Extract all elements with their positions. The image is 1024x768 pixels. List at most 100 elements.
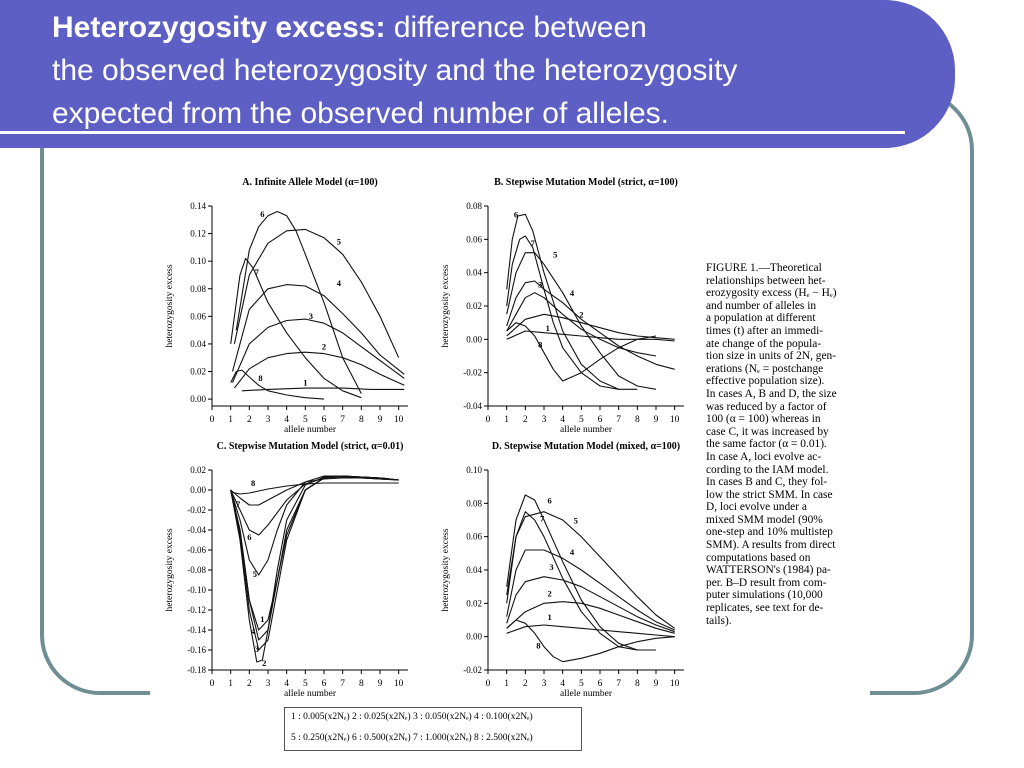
y-tick-label: 0.10 (466, 465, 482, 475)
series-label: 1 (260, 614, 264, 624)
chart-b: B. Stepwise Mutation Model (strict, α=10… (441, 177, 684, 432)
y-tick-label: -0.16 (187, 645, 206, 655)
title-line-3: expected from the observed number of all… (52, 97, 670, 130)
caption-line: In case A, loci evolve ac- (706, 450, 822, 463)
x-tick-label: 2 (523, 415, 528, 425)
y-axis-label: heterozygosity excess (441, 264, 451, 347)
caption-line: computations based on (706, 551, 811, 564)
series-label: 8 (538, 340, 542, 350)
caption-line: In cases B and C, they fol- (706, 476, 828, 489)
x-tick-label: 10 (670, 679, 680, 689)
chart-c: C. Stepwise Mutation Model (strict, α=0.… (165, 441, 408, 696)
x-tick-label: 4 (560, 679, 565, 689)
x-axis-label: allele number (284, 425, 337, 432)
y-tick-label: 0.06 (190, 311, 206, 321)
y-tick-label: 0.02 (466, 598, 482, 608)
x-tick-label: 3 (542, 415, 547, 425)
time-legend: 1 : 0.005(x2Nₑ) 2 : 0.025(x2Nₑ) 3 : 0.05… (284, 707, 582, 751)
series-label: 7 (255, 267, 260, 277)
x-tick-label: 6 (598, 679, 603, 689)
caption-line: and number of alleles in (706, 299, 817, 312)
series-label: 3 (549, 562, 553, 572)
series-label: 6 (514, 210, 518, 220)
y-tick-label: 0.00 (190, 394, 206, 404)
caption-line: was reduced by a factor of (706, 400, 827, 413)
x-tick-label: 10 (670, 415, 680, 425)
x-tick-label: 3 (266, 679, 271, 689)
x-tick-label: 10 (394, 679, 404, 689)
chart-title: A. Infinite Allele Model (α=100) (242, 177, 377, 188)
series-line-7 (506, 235, 619, 390)
y-tick-label: 0.04 (466, 268, 482, 278)
series-label: 5 (553, 250, 557, 260)
x-tick-label: 7 (340, 679, 345, 689)
y-tick-label: -0.04 (463, 401, 482, 411)
series-line-4 (506, 280, 675, 370)
y-tick-label: 0.06 (466, 532, 482, 542)
x-tick-label: 6 (322, 415, 327, 425)
chart-d: D. Stepwise Mutation Model (mixed, α=100… (441, 441, 684, 696)
caption-line: relationships between het- (706, 274, 826, 287)
y-axis-label: heterozygosity excess (441, 528, 451, 611)
y-tick-label: 0.04 (466, 565, 482, 575)
x-tick-label: 5 (579, 415, 584, 425)
y-axis-label: heterozygosity excess (165, 528, 175, 611)
series-line-7 (230, 477, 399, 506)
y-tick-label: -0.12 (187, 605, 206, 615)
caption-line: erations (Nₑ = postchange (706, 362, 824, 375)
chart-panel-a: A. Infinite Allele Model (α=100) 0.00 0.02… (160, 170, 420, 432)
x-tick-label: 8 (359, 415, 364, 425)
legend-row-2: 5 : 0.250(x2Nₑ) 6 : 0.500(x2Nₑ) 7 : 1.00… (291, 733, 533, 743)
x-tick-label: 0 (210, 679, 215, 689)
x-tick-label: 6 (598, 415, 603, 425)
series-line-4 (230, 475, 399, 631)
caption-line: the same factor (α = 0.01). (706, 438, 827, 451)
x-tick-label: 4 (560, 415, 565, 425)
series-line-7 (506, 511, 638, 651)
series-line-7 (230, 257, 362, 399)
x-tick-label: 9 (654, 415, 659, 425)
series-label: 2 (547, 589, 551, 599)
series-line-3 (231, 318, 405, 383)
caption-line: times (t) after an immedi- (706, 324, 824, 337)
series-line-6 (230, 476, 399, 536)
title-term: Heterozygosity excess: (52, 11, 386, 44)
x-tick-label: 2 (247, 415, 252, 425)
caption-line: SMM). A results from direct (706, 539, 836, 552)
caption-line: In cases A, B and D, the size (706, 387, 837, 400)
y-tick-label: 0.08 (466, 498, 482, 508)
y-tick-label: 0.14 (190, 201, 206, 211)
series-line-4 (506, 549, 675, 631)
y-tick-label: 0.12 (190, 229, 206, 239)
series-label: 5 (574, 515, 578, 525)
series-label: 2 (262, 658, 266, 668)
y-tick-label: 0.02 (190, 465, 206, 475)
caption-line: puter simulations (10,000 (706, 589, 823, 602)
series-label: 6 (547, 495, 551, 505)
series-line-3 (506, 292, 657, 357)
x-tick-label: 4 (284, 415, 289, 425)
y-tick-label: -0.08 (187, 565, 206, 575)
figure-caption: FIGURE 1.—Theoretical relationships betwe… (706, 262, 858, 627)
y-tick-label: 0.02 (466, 301, 482, 311)
series-line-8 (506, 322, 657, 382)
x-tick-label: 3 (266, 415, 271, 425)
y-tick-label: -0.02 (463, 368, 482, 378)
y-tick-label: -0.02 (463, 665, 482, 675)
x-tick-label: 4 (284, 679, 289, 689)
x-tick-label: 7 (616, 415, 621, 425)
chart-title: B. Stepwise Mutation Model (strict, α=10… (494, 177, 678, 188)
series-label: 7 (540, 514, 545, 524)
x-tick-label: 1 (228, 415, 233, 425)
caption-line: replicates, see text for de- (706, 602, 824, 615)
series-label: 2 (579, 310, 583, 320)
chart-title: C. Stepwise Mutation Model (strict, α=0.… (217, 441, 404, 452)
series-label: 8 (258, 373, 262, 383)
series-line-8 (230, 482, 399, 495)
series-label: 1 (303, 377, 307, 387)
series-line-2 (506, 601, 675, 634)
series-label: 5 (253, 569, 257, 579)
series-label: 3 (255, 644, 259, 654)
x-tick-label: 10 (394, 415, 404, 425)
caption-line: tails). (706, 614, 732, 627)
